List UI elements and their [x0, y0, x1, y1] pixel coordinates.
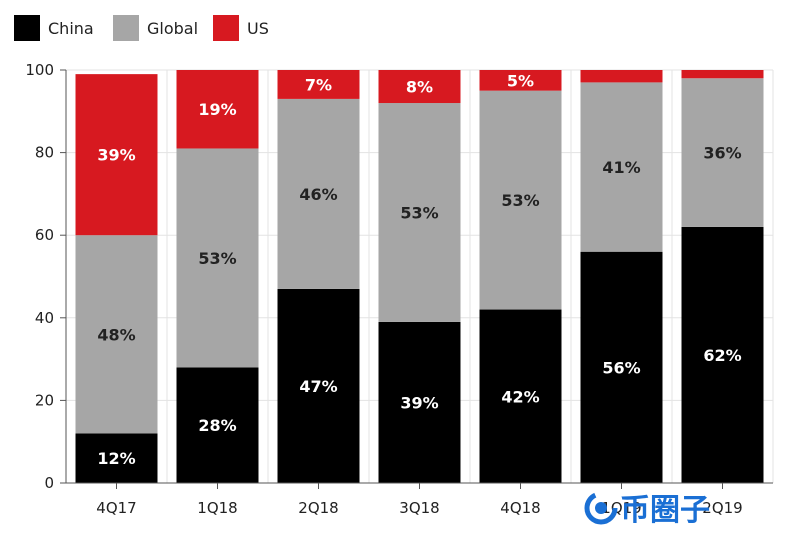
bar-segment-china [479, 309, 562, 483]
data-label-china: 42% [501, 387, 539, 406]
data-label-global: 53% [400, 203, 438, 222]
y-tick-label: 80 [35, 144, 54, 162]
bar-segment-us [75, 74, 158, 236]
x-tick-label: 2Q19 [702, 499, 742, 517]
data-label-china: 39% [400, 393, 438, 412]
legend-item-us: US [213, 15, 269, 41]
y-tick-label: 60 [35, 226, 54, 244]
bar-segment-global [479, 90, 562, 310]
data-label-global: 53% [501, 191, 539, 210]
axes: 0 20 40 60 80 100 4Q17 1Q18 2Q18 3Q18 4Q18 1Q19 2Q19 [25, 61, 773, 517]
data-label-us: 8% [406, 78, 433, 97]
bar-segment-us [580, 70, 663, 83]
bar-segment-us [479, 70, 562, 91]
watermark: 币圈子 [584, 491, 710, 528]
bar-segment-us [378, 70, 461, 104]
y-tick-label: 40 [35, 309, 54, 327]
x-tick-label: 4Q17 [96, 499, 136, 517]
data-label-global: 36% [703, 144, 741, 163]
y-tick-label: 0 [44, 474, 54, 492]
bar-segment-us [681, 70, 764, 79]
data-label-global: 53% [198, 249, 236, 268]
x-tick-label: 4Q18 [500, 499, 540, 517]
data-label-china: 12% [97, 449, 135, 468]
bar-segment-us [176, 70, 259, 149]
bar-segment-global [580, 82, 663, 252]
bar-segment-china [580, 251, 663, 483]
x-tick-label: 3Q18 [399, 499, 439, 517]
bar-segment-china [176, 367, 259, 483]
data-label-us: 39% [97, 146, 135, 165]
x-tick-label: 1Q19 [601, 499, 641, 517]
x-tick-label: 2Q18 [298, 499, 338, 517]
bar-segment-us [277, 70, 360, 99]
bar-segment-global [75, 235, 158, 434]
legend: China Global US [14, 15, 269, 41]
legend-swatch [14, 15, 40, 41]
data-label-global: 46% [299, 185, 337, 204]
legend-label: US [247, 19, 269, 38]
data-label-china: 62% [703, 346, 741, 365]
data-label-us: 5% [507, 71, 534, 90]
data-labels: 12% 48% 39% 28% 53% 19% 47% 46% 7% 39% 53% 8% 42% 53%… [97, 71, 741, 468]
bar-segment-global [277, 98, 360, 289]
legend-item-china: China [14, 15, 94, 41]
bar-segment-global [176, 148, 259, 368]
data-label-us: 19% [198, 100, 236, 119]
legend-label: China [48, 19, 94, 38]
watermark-logo-icon [584, 491, 618, 525]
bar-segment-global [681, 78, 764, 227]
data-label-us: 7% [305, 75, 332, 94]
y-tick-label: 100 [25, 61, 54, 79]
x-tick-label: 1Q18 [197, 499, 237, 517]
bars [75, 70, 764, 483]
legend-item-global: Global [113, 15, 198, 41]
legend-label: Global [147, 19, 198, 38]
bar-segment-china [75, 433, 158, 483]
y-tick-label: 20 [35, 391, 54, 409]
bar-segment-china [378, 321, 461, 483]
bar-segment-china [277, 288, 360, 483]
data-label-china: 56% [602, 358, 640, 377]
data-label-global: 48% [97, 325, 135, 344]
bar-segment-global [378, 103, 461, 322]
bar-segment-china [681, 226, 764, 483]
data-label-china: 47% [299, 377, 337, 396]
data-label-global: 41% [602, 158, 640, 177]
data-label-china: 28% [198, 416, 236, 435]
legend-swatch [113, 15, 139, 41]
watermark-text: 币圈子 [620, 493, 710, 528]
legend-swatch [213, 15, 239, 41]
